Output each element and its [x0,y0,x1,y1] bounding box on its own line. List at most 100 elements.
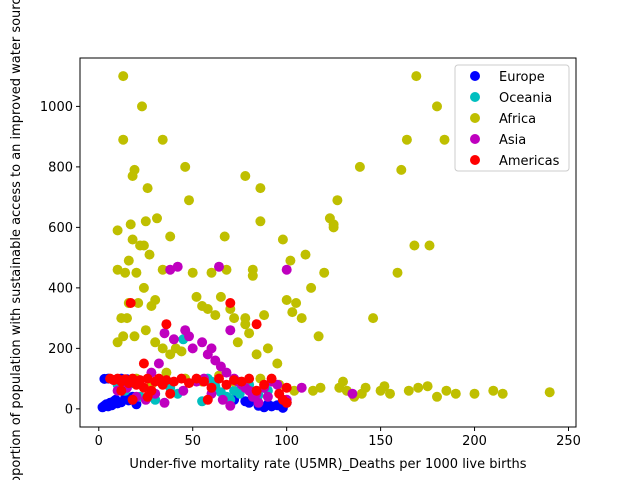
x-tick-label: 250 [556,434,581,449]
point-africa-15 [165,231,176,242]
legend-marker-europe [470,71,480,81]
y-tick-label: 200 [48,342,73,357]
point-africa-31 [150,337,161,348]
point-africa-65 [287,307,298,318]
point-americas-22 [184,378,194,389]
point-americas-41 [142,391,153,402]
point-africa-48 [229,313,240,324]
point-africa-57 [255,183,266,194]
point-africa-45 [219,231,230,242]
point-africa-92 [424,240,435,251]
point-americas-14 [142,373,153,384]
legend-label-europe: Europe [499,70,545,85]
legend-label-africa: Africa [499,112,536,127]
point-africa-14 [144,249,155,260]
point-africa-94 [439,134,450,145]
point-africa-115 [289,385,300,396]
legend-label-oceania: Oceania [499,91,552,106]
point-asia-9 [197,337,208,348]
point-africa-7 [112,225,123,236]
point-africa-19 [123,255,134,266]
legend-label-americas: Americas [499,154,560,169]
point-asia-0 [165,264,176,275]
point-asia-11 [206,343,217,354]
point-asia-26 [347,388,358,399]
x-tick-label: 200 [462,434,487,449]
point-africa-8 [125,219,136,230]
point-africa-95 [403,385,414,396]
point-africa-88 [396,164,407,175]
legend-marker-oceania [470,92,480,102]
point-africa-89 [401,134,412,145]
point-africa-52 [240,319,251,330]
point-africa-28 [129,331,140,342]
point-africa-90 [409,240,420,251]
point-africa-58 [255,216,266,227]
point-americas-43 [202,394,213,405]
point-americas-13 [138,382,149,393]
y-tick-label: 400 [48,281,73,296]
point-africa-97 [422,381,433,392]
point-africa-64 [285,255,296,266]
point-africa-104 [544,387,555,398]
point-asia-15 [225,325,236,336]
x-tick-label: 50 [184,434,201,449]
point-americas-27 [221,379,232,390]
point-africa-105 [112,337,123,348]
point-asia-5 [168,334,179,345]
point-africa-13 [138,240,149,251]
point-africa-66 [291,298,302,308]
point-asia-40 [253,397,264,408]
x-axis-label: Under-five mortality rate (U5MR)_Deaths … [129,457,526,472]
point-africa-67 [296,313,307,324]
point-americas-0 [125,298,136,308]
point-africa-75 [332,195,343,206]
point-africa-101 [469,388,480,399]
legend-marker-asia [470,134,480,144]
point-africa-55 [247,264,258,275]
point-africa-46 [221,264,232,275]
point-asia-4 [159,328,170,339]
point-africa-77 [338,376,348,387]
points-layer [97,71,555,413]
x-tick-label: 0 [95,434,103,449]
point-americas-32 [259,379,270,390]
x-tick-label: 150 [368,434,393,449]
point-africa-6 [142,183,153,194]
y-axis-label: Proportion of population with sustainabl… [9,0,24,480]
point-africa-10 [152,213,162,224]
point-americas-21 [176,373,187,384]
point-africa-83 [368,313,379,324]
point-americas-38 [138,358,149,369]
point-americas-28 [229,375,240,386]
point-americas-3 [251,319,262,330]
legend-marker-americas [470,155,480,165]
point-asia-41 [262,391,273,402]
point-africa-56 [251,349,262,360]
point-africa-93 [432,101,442,112]
point-africa-53 [244,328,255,339]
point-africa-3 [157,134,168,145]
point-africa-9 [140,216,151,227]
point-africa-86 [385,388,395,399]
point-americas-26 [214,373,224,384]
legend-label-asia: Asia [499,133,526,148]
point-asia-32 [159,397,170,408]
point-africa-74 [328,222,339,233]
point-africa-69 [306,282,317,293]
point-africa-80 [354,161,365,172]
point-africa-108 [161,367,172,378]
point-africa-16 [131,267,142,278]
point-africa-98 [432,391,442,402]
point-americas-40 [127,394,138,405]
point-africa-21 [157,264,168,275]
point-americas-31 [251,385,262,396]
x-tick-label: 100 [274,434,299,449]
point-asia-7 [184,331,194,342]
y-tick-label: 600 [48,221,73,236]
point-africa-68 [300,249,311,260]
point-africa-91 [411,71,422,82]
point-americas-33 [266,373,277,384]
point-africa-50 [240,171,251,181]
point-africa-60 [262,343,273,354]
